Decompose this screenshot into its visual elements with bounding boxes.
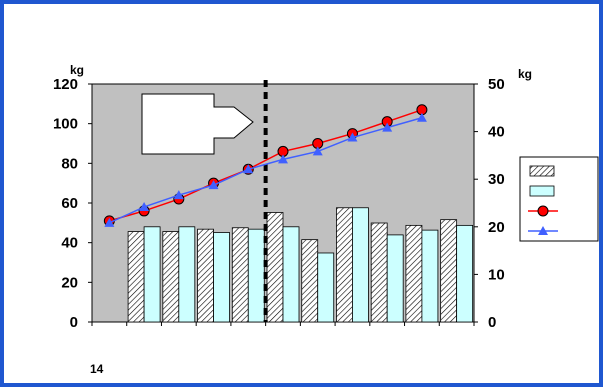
left-tick-label: 120 xyxy=(53,76,78,93)
legend-swatch-3 xyxy=(537,205,549,217)
left-axis-unit: kg xyxy=(70,63,84,77)
bar-1-7 xyxy=(301,239,319,323)
bar-1-3 xyxy=(162,231,180,323)
right-tick-label: 10 xyxy=(488,266,505,283)
legend xyxy=(519,156,599,242)
left-tick-label: 60 xyxy=(61,195,78,212)
bar-1-11 xyxy=(440,219,458,323)
line-2-point-1 xyxy=(104,217,115,227)
bar-2-7 xyxy=(317,252,335,323)
left-tick-label: 20 xyxy=(61,274,78,291)
line-2-point-7 xyxy=(312,146,323,156)
right-tick-label: 20 xyxy=(488,219,505,236)
line-2 xyxy=(109,116,423,224)
chart-svg: kg kg 14 0 20 40 60 80 100 120 0 10 20 30 40 50 xyxy=(53,63,599,376)
plot-area xyxy=(88,80,478,326)
bar-2-10 xyxy=(421,229,439,323)
right-tick-label: 50 xyxy=(488,76,505,93)
bar-1-6 xyxy=(266,212,284,323)
right-tick-label: 40 xyxy=(488,124,505,141)
bar-2-6 xyxy=(282,226,300,323)
bar-2-8 xyxy=(352,207,369,323)
callout-arrow xyxy=(141,93,254,155)
bar-1-5 xyxy=(231,227,249,323)
right-tick-label: 30 xyxy=(488,171,505,188)
x-axis-label: 14 xyxy=(90,362,104,376)
line-2-point-10 xyxy=(416,112,427,122)
right-axis-unit: kg xyxy=(518,67,532,81)
bar-2-5 xyxy=(247,228,265,323)
right-tick-label: 0 xyxy=(488,314,496,331)
legend-swatch-2 xyxy=(529,185,555,197)
legend-swatch-4 xyxy=(538,226,548,235)
line-2-point-6 xyxy=(278,154,288,164)
line-2-point-5 xyxy=(243,164,254,174)
line-2-point-2 xyxy=(139,201,150,211)
bar-1-9 xyxy=(370,222,388,323)
bar-2-3 xyxy=(178,226,196,323)
bar-2-11 xyxy=(456,224,474,323)
left-tick-label: 0 xyxy=(70,314,78,331)
left-tick-label: 80 xyxy=(61,155,78,172)
bar-1-8 xyxy=(336,207,353,323)
bar-1-2 xyxy=(127,231,145,323)
line-2-point-3 xyxy=(173,190,184,200)
left-tick-label: 100 xyxy=(53,116,78,133)
bar-2-4 xyxy=(213,232,230,323)
bar-1-10 xyxy=(405,224,423,323)
line-2-point-9 xyxy=(382,122,393,132)
line-1 xyxy=(109,109,423,222)
line-2-point-8 xyxy=(347,132,358,142)
bar-2-2 xyxy=(143,226,161,323)
bar-2-9 xyxy=(386,234,404,323)
legend-swatch-1 xyxy=(529,165,555,177)
line-2-point-4 xyxy=(208,180,219,190)
bar-1-4 xyxy=(197,228,214,323)
left-tick-label: 40 xyxy=(61,235,78,252)
